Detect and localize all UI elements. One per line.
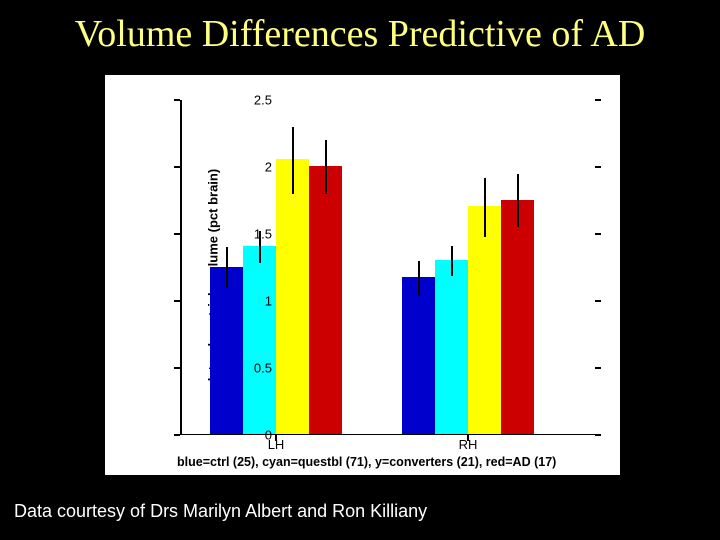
ytick [174,233,180,235]
ytick [174,166,180,168]
ytick [174,300,180,302]
slide: Volume Differences Predictive of AD late… [0,0,720,540]
error-bar [517,174,519,228]
bar [309,166,342,434]
error-bar [418,261,420,296]
bar [402,277,435,434]
ytick-right [595,99,601,101]
ytick-right [595,233,601,235]
ytick-label: 1 [242,294,272,309]
plot-area [180,100,595,435]
ytick [174,99,180,101]
error-bar [292,127,294,194]
error-bar [484,178,486,237]
bar [276,159,309,434]
xtick-label: LH [268,437,285,452]
ytick-label: 2.5 [242,93,272,108]
xtick-label: RH [459,437,478,452]
ytick [174,434,180,436]
error-bar [325,140,327,194]
y-axis [180,100,182,435]
ytick [174,367,180,369]
error-bar [451,246,453,275]
error-bar [226,247,228,287]
caption: Data courtesy of Drs Marilyn Albert and … [14,501,427,522]
bar [435,260,468,434]
ytick-label: 0.5 [242,361,272,376]
slide-title: Volume Differences Predictive of AD [0,12,720,56]
ytick-label: 1.5 [242,227,272,242]
bar [243,246,276,434]
chart-panel: lateral-ventricle volume (pct brain) 00.… [105,75,620,475]
ytick-right [595,166,601,168]
bar [210,267,243,435]
ytick-label: 2 [242,160,272,175]
bar [468,206,501,434]
ytick-right [595,434,601,436]
legend-text: blue=ctrl (25), cyan=questbl (71), y=con… [177,455,556,469]
ytick-right [595,367,601,369]
bar [501,200,534,435]
ytick-right [595,300,601,302]
